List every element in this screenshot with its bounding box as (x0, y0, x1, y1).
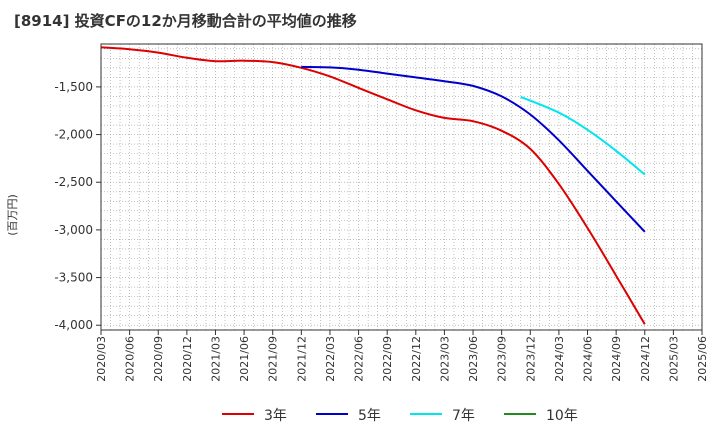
series-line-5年 (301, 65, 646, 233)
x-tick-label: 2022/06 (353, 336, 366, 382)
legend-label: 3年 (264, 408, 287, 424)
x-tick-label: 2023/09 (496, 336, 509, 382)
horizontal-gridlines (101, 48, 702, 326)
x-tick-label: 2022/03 (324, 336, 337, 382)
x-tick-label: 2024/12 (639, 336, 652, 382)
series-line-7年 (520, 95, 646, 176)
x-axis-ticks: 2020/03 2020/06 2020/09 2020/12 2021/03 2021/… (95, 330, 709, 382)
x-tick-label: 2022/12 (410, 336, 423, 382)
y-tick-label: -2,000 (54, 128, 93, 142)
y-tick-label: -4,000 (54, 318, 93, 332)
x-tick-label: 2025/03 (667, 336, 680, 382)
x-tick-label: 2024/09 (610, 336, 623, 382)
x-tick-label: 2021/06 (238, 336, 251, 382)
x-tick-label: 2023/03 (438, 336, 451, 382)
legend-label: 10年 (546, 408, 578, 424)
x-tick-label: 2020/06 (124, 336, 137, 382)
legend-swatch (316, 413, 348, 415)
legend-label: 5年 (358, 408, 381, 424)
y-axis-label-box: (百万円) (2, 185, 22, 245)
x-tick-label: 2021/03 (209, 336, 222, 382)
plot-frame (100, 43, 703, 331)
series-line-3年 (100, 46, 646, 325)
chart-title: [8914] 投資CFの12か月移動合計の平均値の推移 (14, 12, 357, 30)
y-axis-ticks: -1,500 -2,000 -2,500 -3,000 -3,500 -4,000 (54, 80, 101, 332)
x-tick-label: 2024/06 (582, 336, 595, 382)
x-tick-label: 2020/09 (152, 336, 165, 382)
legend-swatch (222, 413, 254, 415)
x-tick-label: 2020/12 (181, 336, 194, 382)
x-tick-label: 2024/03 (553, 336, 566, 382)
x-tick-label: 2021/09 (267, 336, 280, 382)
y-tick-label: -3,000 (54, 223, 93, 237)
x-tick-label: 2021/12 (295, 336, 308, 382)
x-tick-label: 2025/06 (696, 336, 709, 382)
legend-label: 7年 (452, 408, 475, 424)
y-axis-label: (百万円) (6, 194, 19, 236)
x-tick-label: 2020/03 (95, 336, 108, 382)
legend-swatch (504, 413, 536, 415)
legend: 3年 5年 7年 10年 (0, 402, 720, 426)
x-tick-label: 2023/12 (524, 336, 537, 382)
legend-swatch (410, 413, 442, 415)
y-tick-label: -2,500 (54, 175, 93, 189)
series-layer (100, 46, 646, 325)
x-tick-label: 2022/09 (381, 336, 394, 382)
y-tick-label: -1,500 (54, 80, 93, 94)
x-tick-label: 2023/06 (467, 336, 480, 382)
y-tick-label: -3,500 (54, 271, 93, 285)
